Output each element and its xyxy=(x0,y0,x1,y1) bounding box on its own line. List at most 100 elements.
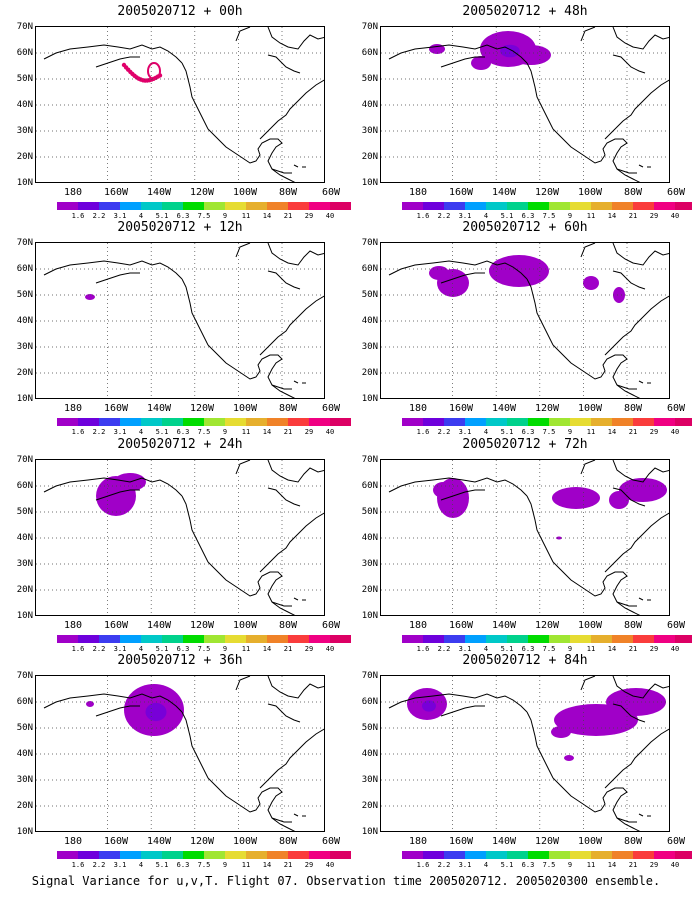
colorbar-label: 7.5 xyxy=(542,428,556,436)
colorbar xyxy=(57,202,351,210)
latitude-tick-label: 20N xyxy=(361,801,378,811)
longitude-tick-label: 140W xyxy=(491,403,517,414)
colorbar-swatch xyxy=(675,202,692,210)
colorbar-label: 4 xyxy=(138,645,144,653)
colorbar-swatch xyxy=(591,635,612,643)
colorbar xyxy=(402,202,692,210)
latitude-tick-label: 40N xyxy=(361,749,378,759)
colorbar-swatch xyxy=(309,418,330,426)
coastline-path xyxy=(612,487,646,507)
map-plot-area xyxy=(35,242,325,399)
colorbar-swatch xyxy=(423,635,444,643)
colorbar-swatch xyxy=(267,418,288,426)
longitude-tick-label: 100W xyxy=(232,836,258,847)
colorbar-label: 7.5 xyxy=(197,645,211,653)
longitude-tick-label: 160W xyxy=(448,836,474,847)
colorbar-label: 1.6 xyxy=(416,212,430,220)
colorbar-swatch xyxy=(570,202,591,210)
colorbar-label: 2.2 xyxy=(437,212,451,220)
longitude-tick-label: 60W xyxy=(321,403,341,414)
graticule xyxy=(36,676,324,831)
coastline-path xyxy=(181,495,296,615)
colorbar xyxy=(402,635,692,643)
colorbar-label: 4 xyxy=(138,212,144,220)
latitude-tick-label: 50N xyxy=(16,74,33,84)
colorbar-label: 29 xyxy=(304,212,314,220)
longitude-tick-label: 80W xyxy=(623,187,643,198)
coastlines xyxy=(388,676,669,831)
graticule xyxy=(381,243,669,398)
coastline-path xyxy=(271,164,306,174)
colorbar-label: 14 xyxy=(262,428,272,436)
longitude-tick-label: 120W xyxy=(189,836,215,847)
colorbar-swatch xyxy=(120,418,141,426)
colorbar-label: 2.2 xyxy=(437,645,451,653)
colorbar-label: 1.6 xyxy=(71,645,85,653)
figure-caption: Signal Variance for u,v,T. Flight 07. Ob… xyxy=(31,874,661,888)
coastline-path xyxy=(612,54,646,74)
map-plot-area xyxy=(35,675,325,832)
colorbar-swatch xyxy=(288,202,309,210)
coastline-path xyxy=(612,270,646,290)
colorbar-swatch xyxy=(309,635,330,643)
colorbar-label: 4 xyxy=(483,645,489,653)
colorbar-swatch xyxy=(402,851,423,859)
colorbar-swatch xyxy=(204,635,225,643)
colorbar-label: 40 xyxy=(325,428,335,436)
colorbar xyxy=(57,851,351,859)
colorbar-label: 1.6 xyxy=(416,428,430,436)
longitude-tick-label: 140W xyxy=(146,836,172,847)
colorbar-swatch xyxy=(654,851,675,859)
map-panel: 2005020712 + 84h 70N 60N 50N 40N 30N 20N 10N 180… xyxy=(350,653,692,869)
colorbar-label: 40 xyxy=(670,212,680,220)
colorbar-swatch xyxy=(507,851,528,859)
colorbar-label: 40 xyxy=(670,861,680,869)
colorbar-swatch xyxy=(78,202,99,210)
map-plot-area xyxy=(380,26,670,183)
colorbar-swatch xyxy=(288,418,309,426)
latitude-tick-label: 70N xyxy=(361,671,378,681)
panel-title: 2005020712 + 72h xyxy=(462,437,588,452)
colorbar-swatch xyxy=(423,202,444,210)
colorbar-label: 6.3 xyxy=(176,861,190,869)
signal-blob xyxy=(429,266,449,280)
colorbar-swatch xyxy=(633,202,654,210)
latitude-tick-label: 20N xyxy=(361,585,378,595)
coastline-path xyxy=(271,813,306,823)
colorbar-swatch xyxy=(141,202,162,210)
latitude-tick-label: 40N xyxy=(361,533,378,543)
coastline-path xyxy=(43,693,183,713)
colorbar-swatch xyxy=(528,202,549,210)
graticule xyxy=(381,460,669,615)
latitude-tick-label: 60N xyxy=(361,48,378,58)
longitude-tick-label: 180 xyxy=(63,403,83,414)
colorbar-swatch xyxy=(99,635,120,643)
colorbar-swatch xyxy=(288,851,309,859)
longitude-tick-label: 100W xyxy=(577,620,603,631)
colorbar-swatch xyxy=(120,202,141,210)
coastline-path xyxy=(95,489,140,501)
colorbar-swatch xyxy=(444,202,465,210)
colorbar-swatch xyxy=(423,418,444,426)
coastline-path xyxy=(440,272,485,284)
colorbar-swatch xyxy=(570,635,591,643)
colorbar-swatch xyxy=(507,635,528,643)
colorbar-swatch xyxy=(225,851,246,859)
colorbar-swatch xyxy=(57,418,78,426)
map-panel: 2005020712 + 60h 70N 60N 50N 40N 30N 20N 10N 180… xyxy=(350,220,692,436)
colorbar-label: 11 xyxy=(586,645,596,653)
colorbar-label: 5.1 xyxy=(155,212,169,220)
coastline-path xyxy=(43,477,183,497)
coastline-path xyxy=(235,27,324,50)
colorbar-label: 9 xyxy=(222,428,228,436)
colorbar-label: 40 xyxy=(670,645,680,653)
colorbar-label: 5.1 xyxy=(500,861,514,869)
latitude-tick-label: 10N xyxy=(16,394,33,404)
colorbar-swatch xyxy=(612,418,633,426)
graticule xyxy=(381,27,669,182)
latitude-tick-label: 70N xyxy=(361,238,378,248)
colorbar-swatch xyxy=(225,418,246,426)
colorbar-label: 7.5 xyxy=(542,212,556,220)
colorbar-label: 3.1 xyxy=(113,212,127,220)
longitude-tick-label: 100W xyxy=(232,620,258,631)
